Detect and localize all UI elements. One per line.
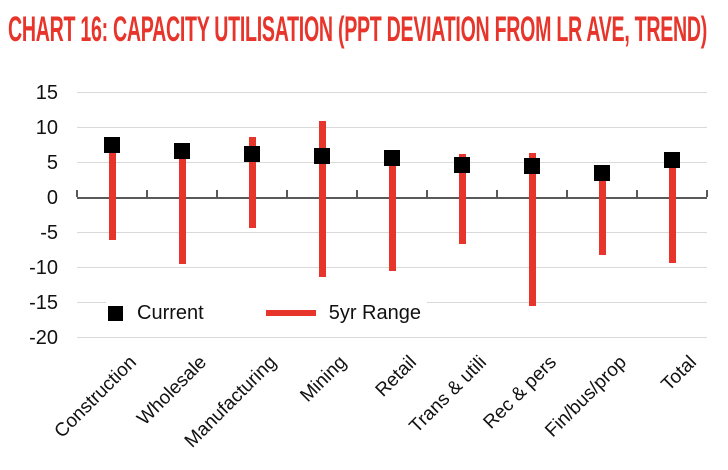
y-axis-label: 10	[35, 116, 58, 139]
gridline	[77, 337, 707, 338]
x-axis-tick	[426, 190, 428, 197]
gridline	[77, 127, 707, 128]
x-axis-tick	[216, 190, 218, 197]
range-bar	[528, 152, 536, 306]
current-marker	[594, 165, 610, 181]
y-axis-label: -10	[29, 256, 58, 279]
gridline	[77, 92, 707, 93]
legend-range-label: 5yr Range	[328, 301, 421, 324]
current-marker	[314, 147, 330, 164]
y-axis-label: -20	[29, 326, 58, 349]
legend-current-square-swatch	[108, 305, 123, 321]
range-bar	[458, 154, 466, 245]
y-axis-label: 5	[46, 151, 58, 174]
current-marker	[174, 143, 190, 160]
chart-title: CHART 16: CAPACITY UTILISATION (PPT DEVI…	[8, 10, 728, 50]
range-bar	[318, 120, 326, 277]
chart-title-text: CHART 16: CAPACITY UTILISATION (PPT DEVI…	[8, 10, 708, 49]
range-bar	[388, 157, 396, 271]
x-axis-tick	[286, 190, 288, 197]
range-bar	[668, 160, 676, 263]
legend-current-label: Current	[137, 301, 204, 324]
current-marker	[454, 156, 470, 173]
x-axis-tick	[146, 190, 148, 197]
current-marker	[664, 152, 680, 169]
x-axis-tick	[496, 190, 498, 197]
y-axis-label: -15	[29, 291, 58, 314]
range-bar	[178, 151, 186, 264]
x-axis-tick	[356, 190, 358, 197]
current-marker	[384, 149, 400, 166]
legend-range-line-swatch	[265, 310, 316, 316]
y-axis-label: 0	[46, 186, 58, 209]
x-axis-tick	[566, 190, 568, 197]
range-bar	[248, 137, 256, 228]
x-axis-tick	[76, 190, 78, 197]
x-axis-tick	[636, 190, 638, 197]
current-marker	[104, 137, 120, 153]
legend: Current 5yr Range	[106, 300, 427, 326]
x-axis-tick	[706, 190, 708, 197]
y-axis-label: 15	[35, 81, 58, 104]
range-bar	[108, 145, 116, 240]
y-axis-label: -5	[40, 221, 58, 244]
range-bar	[598, 173, 606, 255]
current-marker	[244, 146, 260, 163]
current-marker	[524, 158, 540, 174]
